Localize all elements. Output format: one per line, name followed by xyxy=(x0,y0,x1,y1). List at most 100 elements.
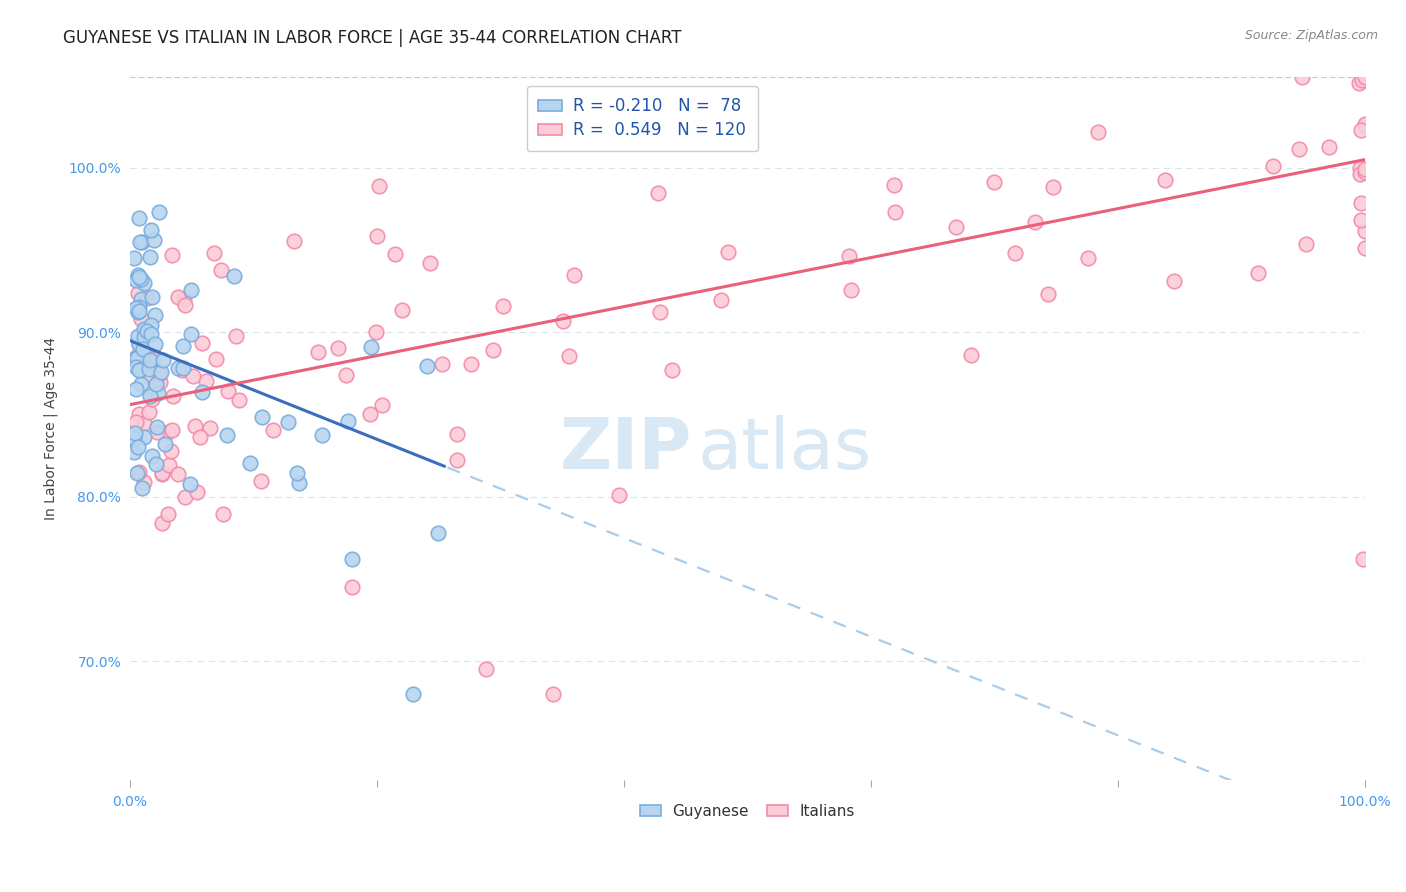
Point xyxy=(128,211,150,225)
Point xyxy=(170,363,193,377)
Point xyxy=(960,348,983,362)
Point xyxy=(1354,120,1376,134)
Y-axis label: In Labor Force | Age 35-44: In Labor Force | Age 35-44 xyxy=(44,337,58,520)
Point xyxy=(143,308,166,322)
Point xyxy=(198,421,221,435)
Point xyxy=(149,365,172,379)
Point xyxy=(131,481,153,495)
Point xyxy=(1350,213,1372,227)
Point xyxy=(132,416,155,430)
Point xyxy=(543,687,565,701)
Point xyxy=(125,272,148,286)
Point xyxy=(160,423,183,437)
Point xyxy=(1295,236,1317,251)
Point xyxy=(648,305,671,319)
Point xyxy=(173,490,195,504)
Point xyxy=(167,361,190,376)
Point xyxy=(228,393,250,408)
Point xyxy=(1261,159,1284,173)
Point xyxy=(179,476,201,491)
Point xyxy=(239,456,262,470)
Point xyxy=(152,467,174,481)
Point xyxy=(204,352,226,367)
Point xyxy=(122,351,145,366)
Point xyxy=(710,293,733,308)
Point xyxy=(127,466,149,480)
Point xyxy=(1348,167,1371,181)
Text: ZIP: ZIP xyxy=(560,415,692,484)
Point xyxy=(142,233,165,247)
Point xyxy=(149,376,172,390)
Point xyxy=(1354,117,1376,131)
Point xyxy=(366,229,388,244)
Point xyxy=(150,467,173,481)
Point xyxy=(838,249,860,263)
Point xyxy=(1348,161,1371,175)
Point xyxy=(983,176,1005,190)
Point xyxy=(145,457,167,471)
Point xyxy=(157,507,180,521)
Point xyxy=(368,179,391,194)
Point xyxy=(125,351,148,366)
Point xyxy=(945,220,967,235)
Point xyxy=(141,290,163,304)
Point xyxy=(661,362,683,376)
Point xyxy=(134,276,156,290)
Point xyxy=(1354,70,1376,85)
Point xyxy=(1038,287,1060,301)
Point xyxy=(430,357,453,371)
Point xyxy=(366,325,388,339)
Point xyxy=(129,235,152,249)
Point xyxy=(125,360,148,375)
Point xyxy=(167,467,190,481)
Point xyxy=(122,431,145,445)
Point xyxy=(1004,246,1026,260)
Point xyxy=(1163,274,1185,288)
Point xyxy=(180,326,202,341)
Point xyxy=(145,376,167,391)
Point xyxy=(217,384,239,399)
Point xyxy=(647,186,669,200)
Point xyxy=(124,382,146,396)
Text: Source: ZipAtlas.com: Source: ZipAtlas.com xyxy=(1244,29,1378,42)
Point xyxy=(285,466,308,480)
Point xyxy=(1317,140,1340,154)
Point xyxy=(129,311,152,326)
Point xyxy=(180,284,202,298)
Point xyxy=(132,475,155,490)
Point xyxy=(139,318,162,333)
Point xyxy=(131,293,153,307)
Point xyxy=(153,437,176,451)
Point xyxy=(1354,224,1376,238)
Point xyxy=(492,299,515,313)
Point xyxy=(160,248,183,262)
Point xyxy=(128,337,150,351)
Point xyxy=(1354,70,1376,85)
Point xyxy=(1024,214,1046,228)
Point xyxy=(419,256,441,270)
Point xyxy=(340,552,363,566)
Point xyxy=(335,368,357,382)
Point xyxy=(481,343,503,357)
Point xyxy=(553,314,575,328)
Point xyxy=(1042,179,1064,194)
Point xyxy=(162,389,184,403)
Point xyxy=(173,298,195,312)
Point xyxy=(135,291,157,305)
Point xyxy=(209,263,232,277)
Text: GUYANESE VS ITALIAN IN LABOR FORCE | AGE 35-44 CORRELATION CHART: GUYANESE VS ITALIAN IN LABOR FORCE | AGE… xyxy=(63,29,682,46)
Point xyxy=(307,345,329,359)
Point xyxy=(1354,161,1376,176)
Point xyxy=(138,361,160,376)
Point xyxy=(1351,73,1374,87)
Point xyxy=(186,484,208,499)
Point xyxy=(173,293,195,307)
Point xyxy=(172,339,194,353)
Text: atlas: atlas xyxy=(697,415,872,484)
Point xyxy=(172,360,194,375)
Point xyxy=(1350,123,1372,137)
Point xyxy=(128,363,150,377)
Point xyxy=(1347,76,1369,90)
Point xyxy=(159,444,181,458)
Point xyxy=(1354,70,1376,85)
